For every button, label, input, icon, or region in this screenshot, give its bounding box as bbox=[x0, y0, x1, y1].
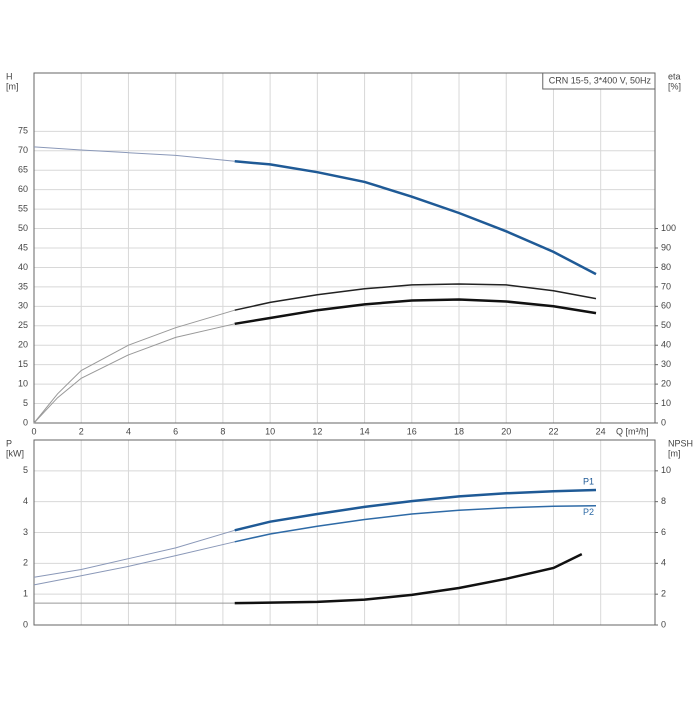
y2-tick-label: 20 bbox=[661, 378, 671, 388]
curve bbox=[234, 488, 597, 532]
x-tick-label: 22 bbox=[548, 426, 558, 436]
plot-frame bbox=[33, 72, 656, 424]
series-label: P2 bbox=[583, 507, 594, 517]
y-tick-label: 2 bbox=[23, 558, 28, 568]
x-tick-label: 16 bbox=[407, 426, 417, 436]
y-tick-label: 40 bbox=[18, 262, 28, 272]
y2-tick-label: 70 bbox=[661, 281, 671, 291]
y-tick-label: 75 bbox=[18, 126, 28, 136]
y2-tick-label: 0 bbox=[661, 619, 666, 629]
x-tick-label: 2 bbox=[79, 426, 84, 436]
y-tick-label: 50 bbox=[18, 223, 28, 233]
y2-tick-label: 6 bbox=[661, 527, 666, 537]
y-tick-label: 65 bbox=[18, 165, 28, 175]
x-tick-label: 18 bbox=[454, 426, 464, 436]
plot-frame bbox=[33, 439, 656, 626]
y-tick-label: 20 bbox=[18, 340, 28, 350]
y-axis-label: [m] bbox=[6, 81, 19, 91]
y2-tick-label: 50 bbox=[661, 320, 671, 330]
y-tick-label: 70 bbox=[18, 145, 28, 155]
y2-tick-label: 80 bbox=[661, 262, 671, 272]
y-axis-label: P bbox=[6, 438, 12, 448]
y2-tick-label: 2 bbox=[661, 589, 666, 599]
y2-tick-label: 10 bbox=[661, 398, 671, 408]
y-tick-label: 5 bbox=[23, 465, 28, 475]
y-tick-label: 4 bbox=[23, 496, 28, 506]
x-tick-label: 14 bbox=[360, 426, 370, 436]
y2-axis-label: [%] bbox=[668, 81, 681, 91]
y-axis-label: H bbox=[6, 71, 13, 81]
y2-tick-label: 0 bbox=[661, 417, 666, 427]
x-tick-label: 12 bbox=[312, 426, 322, 436]
x-tick-label: 6 bbox=[173, 426, 178, 436]
y-tick-label: 10 bbox=[18, 378, 28, 388]
y-tick-label: 5 bbox=[23, 398, 28, 408]
y-tick-label: 0 bbox=[23, 417, 28, 427]
x-tick-label: 10 bbox=[265, 426, 275, 436]
curve bbox=[234, 298, 597, 326]
x-tick-label: 24 bbox=[596, 426, 606, 436]
y-tick-label: 35 bbox=[18, 281, 28, 291]
curve bbox=[234, 552, 583, 605]
y-tick-label: 1 bbox=[23, 589, 28, 599]
y-tick-label: 30 bbox=[18, 301, 28, 311]
y-tick-label: 15 bbox=[18, 359, 28, 369]
title-box bbox=[542, 72, 656, 90]
x-tick-label: 4 bbox=[126, 426, 131, 436]
x-tick-label: 8 bbox=[220, 426, 225, 436]
y2-tick-label: 30 bbox=[661, 359, 671, 369]
y-axis-label: [kW] bbox=[6, 448, 24, 458]
y2-axis-label: [m] bbox=[668, 448, 681, 458]
y2-tick-label: 40 bbox=[661, 340, 671, 350]
curve bbox=[33, 146, 235, 162]
y2-tick-label: 100 bbox=[661, 223, 676, 233]
curve bbox=[33, 541, 235, 586]
curve bbox=[33, 323, 235, 424]
x-tick-label: 0 bbox=[31, 426, 36, 436]
y2-tick-label: 8 bbox=[661, 496, 666, 506]
curve bbox=[234, 504, 597, 543]
y-tick-label: 0 bbox=[23, 619, 28, 629]
y-tick-label: 55 bbox=[18, 203, 28, 213]
y-tick-label: 3 bbox=[23, 527, 28, 537]
curve bbox=[33, 309, 235, 424]
y2-axis-label: eta bbox=[668, 71, 681, 81]
y-tick-label: 60 bbox=[18, 184, 28, 194]
curve bbox=[234, 283, 597, 311]
y2-tick-label: 4 bbox=[661, 558, 666, 568]
curve bbox=[234, 160, 597, 276]
y2-tick-label: 60 bbox=[661, 301, 671, 311]
y2-tick-label: 90 bbox=[661, 242, 671, 252]
y2-axis-label: NPSH bbox=[668, 438, 693, 448]
chart-title: CRN 15-5, 3*400 V, 50Hz bbox=[549, 75, 652, 85]
y2-tick-label: 10 bbox=[661, 465, 671, 475]
y-tick-label: 45 bbox=[18, 242, 28, 252]
series-label: P1 bbox=[583, 476, 594, 486]
curve bbox=[33, 529, 235, 578]
y-tick-label: 25 bbox=[18, 320, 28, 330]
x-axis-label: Q [m³/h] bbox=[616, 426, 649, 436]
x-tick-label: 20 bbox=[501, 426, 511, 436]
